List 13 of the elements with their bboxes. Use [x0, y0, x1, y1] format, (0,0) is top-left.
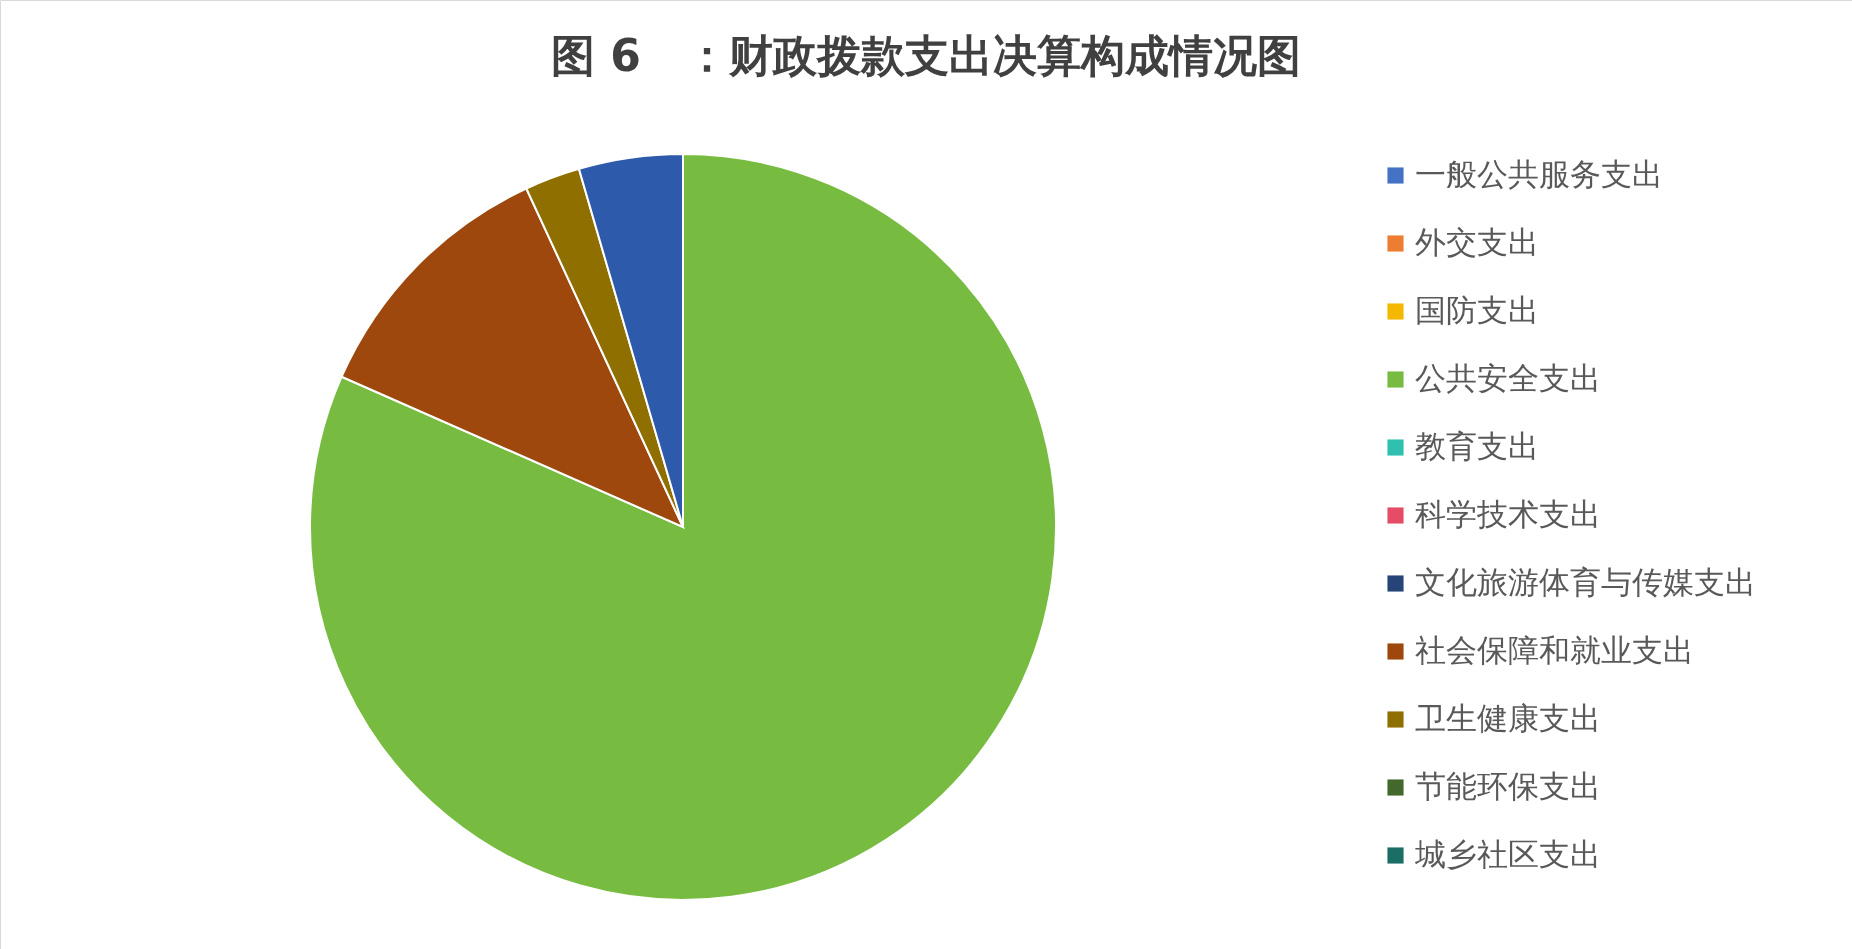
legend-label: 城乡社区支出 — [1414, 835, 1601, 872]
legend-label: 一般公共服务支出 — [1415, 155, 1663, 192]
legend-label: 卫生健康支出 — [1415, 699, 1601, 736]
legend-label: 教育支出 — [1415, 427, 1539, 464]
legend-label: 节能环保支出 — [1415, 767, 1601, 804]
legend-label: 科学技术支出 — [1415, 495, 1601, 532]
pie-slice — [309, 153, 1057, 901]
legend-label: 社会保障和就业支出 — [1415, 631, 1694, 668]
legend-label: 国防支出 — [1415, 291, 1539, 328]
legend-label: 文化旅游体育与传媒支出 — [1415, 563, 1756, 600]
chart-title: 图 6 ：财政拨款支出决算构成情况图 — [551, 30, 1301, 81]
legend-label: 公共安全支出 — [1415, 359, 1601, 396]
legend-label: 外交支出 — [1415, 223, 1539, 260]
